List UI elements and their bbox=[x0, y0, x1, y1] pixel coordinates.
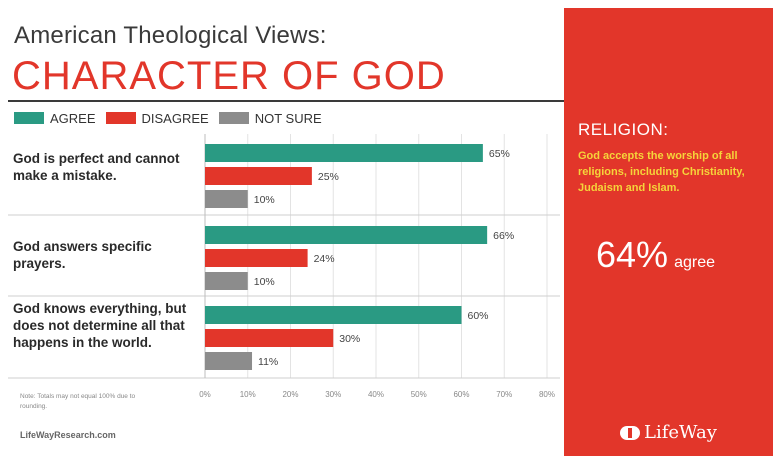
bar bbox=[205, 144, 483, 162]
x-tick-label: 80% bbox=[539, 390, 555, 399]
bar bbox=[205, 352, 253, 370]
x-tick-label: 0% bbox=[199, 390, 211, 399]
bar-value-label: 24% bbox=[314, 253, 335, 265]
x-tick-label: 70% bbox=[496, 390, 512, 399]
bar bbox=[205, 249, 308, 267]
bar-value-label: 65% bbox=[489, 148, 510, 160]
x-tick-label: 30% bbox=[325, 390, 341, 399]
panel-statement: God accepts the worship of all religions… bbox=[578, 150, 745, 194]
bar bbox=[205, 226, 488, 244]
religion-panel: RELIGION: God accepts the worship of all… bbox=[564, 8, 773, 456]
x-tick-label: 20% bbox=[282, 390, 298, 399]
legend-item-disagree: DISAGREE bbox=[105, 110, 209, 126]
bar-value-label: 25% bbox=[318, 171, 339, 183]
bar-value-label: 10% bbox=[254, 276, 275, 288]
bar-value-label: 66% bbox=[493, 230, 514, 242]
bar bbox=[205, 272, 248, 290]
lifeway-logo-icon bbox=[620, 425, 640, 440]
x-tick-label: 10% bbox=[240, 390, 256, 399]
bar-value-label: 10% bbox=[254, 194, 275, 206]
bar bbox=[205, 329, 334, 347]
title-divider bbox=[8, 100, 564, 102]
panel-agree-label: agree bbox=[674, 254, 715, 271]
bar-value-label: 11% bbox=[258, 356, 278, 368]
subtitle: American Theological Views: bbox=[14, 22, 327, 49]
legend-swatch-not-sure bbox=[218, 112, 249, 124]
chart-legend: AGREE DISAGREE NOT SURE bbox=[14, 110, 322, 126]
legend-label-agree: AGREE bbox=[50, 110, 96, 126]
bar-value-label: 30% bbox=[339, 333, 360, 345]
x-tick-label: 40% bbox=[368, 390, 384, 399]
bar bbox=[205, 167, 312, 185]
panel-stat: 64% agree bbox=[596, 234, 715, 276]
lifeway-logo-text: LifeWay bbox=[644, 422, 717, 443]
x-tick-label: 50% bbox=[411, 390, 427, 399]
page-title: CHARACTER OF GOD bbox=[12, 54, 446, 98]
statement-1: God is perfect and cannot make a mistake… bbox=[13, 151, 180, 183]
legend-item-not-sure: NOT SURE bbox=[218, 110, 322, 126]
rounding-note: Note: Totals may not equal 100% due to r… bbox=[20, 393, 136, 410]
source-link[interactable]: LifeWayResearch.com bbox=[20, 430, 116, 440]
lifeway-logo: LifeWay bbox=[620, 422, 717, 443]
legend-label-disagree: DISAGREE bbox=[141, 110, 209, 126]
panel-heading: RELIGION: bbox=[578, 120, 669, 139]
panel-percent: 64% bbox=[596, 234, 669, 275]
bar bbox=[205, 190, 248, 208]
bar-value-label: 60% bbox=[468, 310, 489, 322]
x-tick-label: 60% bbox=[453, 390, 469, 399]
legend-swatch-disagree bbox=[105, 112, 136, 124]
statement-3: God knows everything, but does not deter… bbox=[13, 301, 187, 350]
statement-2: God answers specific prayers. bbox=[13, 239, 152, 271]
legend-label-not-sure: NOT SURE bbox=[254, 110, 322, 126]
bar bbox=[205, 306, 462, 324]
legend-item-agree: AGREE bbox=[14, 111, 96, 126]
legend-swatch-agree bbox=[14, 112, 44, 124]
